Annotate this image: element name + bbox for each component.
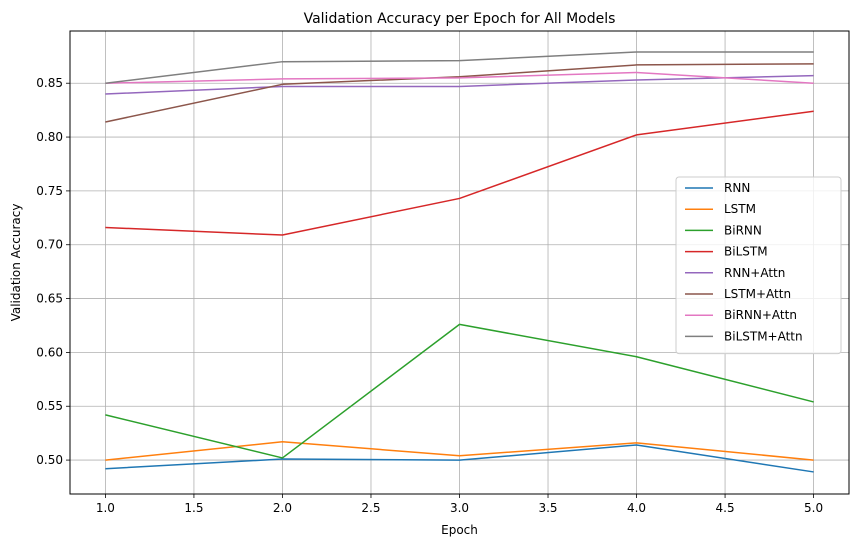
x-tick-label: 1.0: [96, 501, 115, 515]
series-line-lstm: [105, 441, 814, 461]
legend: RNN LSTM BiRNN BiLSTM RNN+Attn LSTM+Attn BiRNN…: [675, 176, 842, 355]
x-tick-label: 3.0: [450, 501, 469, 515]
y-axis-title: Validation Accuracy: [9, 204, 23, 322]
series-line-rnn: [105, 444, 814, 473]
y-tick-label: 0.50: [36, 453, 63, 467]
y-tick-label: 0.70: [36, 238, 63, 252]
y-tick-label: 0.85: [36, 76, 63, 90]
y-tick-label: 0.65: [36, 292, 63, 306]
legend-label-lstm-attn: LSTM+Attn: [724, 287, 791, 301]
x-axis-title: Epoch: [441, 523, 478, 537]
series-line-birnn-attn: [105, 71, 814, 84]
y-tick-label: 0.60: [36, 345, 63, 359]
legend-box: [675, 176, 842, 355]
legend-label-bilstm-attn: BiLSTM+Attn: [724, 329, 803, 343]
legend-label-rnn: RNN: [724, 181, 750, 195]
chart-title: Validation Accuracy per Epoch for All Mo…: [304, 11, 616, 27]
x-axis: 1.0 1.5 2.0 2.5 3.0 3.5 4.0 4.5 5.0: [96, 494, 823, 515]
x-tick-label: 3.5: [538, 501, 557, 515]
x-tick-label: 4.0: [627, 501, 646, 515]
y-tick-label: 0.80: [36, 130, 63, 144]
x-tick-label: 1.5: [184, 501, 203, 515]
series-line-birnn: [105, 323, 814, 459]
legend-label-birnn-attn: BiRNN+Attn: [724, 308, 797, 322]
x-tick-label: 2.5: [361, 501, 380, 515]
legend-label-rnn-attn: RNN+Attn: [724, 266, 785, 280]
x-tick-label: 2.0: [273, 501, 292, 515]
x-tick-label: 4.5: [716, 501, 735, 515]
series-line-bilstm: [105, 110, 814, 236]
series-line-bilstm-attn: [105, 51, 814, 84]
series-line-lstm-attn: [105, 63, 814, 123]
y-tick-label: 0.75: [36, 184, 63, 198]
y-tick-label: 0.55: [36, 399, 63, 413]
legend-label-bilstm: BiLSTM: [724, 245, 768, 259]
legend-label-lstm: LSTM: [724, 202, 756, 216]
series-line-rnn-attn: [105, 74, 814, 95]
x-tick-label: 5.0: [804, 501, 823, 515]
legend-label-birnn: BiRNN: [724, 223, 762, 237]
series-lines: [105, 51, 814, 473]
y-axis: 0.50 0.55 0.60 0.65 0.70 0.75 0.80 0.85: [36, 76, 70, 467]
